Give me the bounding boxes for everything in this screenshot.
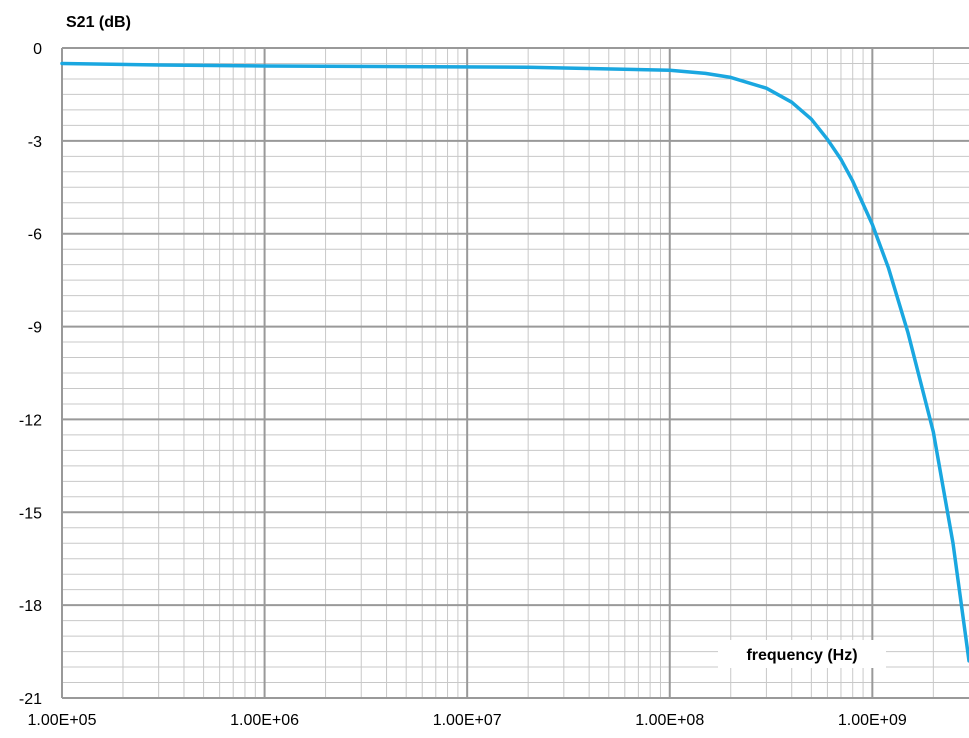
x-tick-label: 1.00E+09 [838, 712, 907, 729]
grid [61, 47, 969, 699]
y-tick-label: -9 [28, 320, 42, 337]
y-tick-label: -18 [19, 598, 42, 615]
x-tick-label: 1.00E+06 [230, 712, 299, 729]
x-axis-title: frequency (Hz) [746, 647, 857, 664]
tick-labels: 0 -3 -6 -9 -12 -15 -18 -21 1.00E+05 1.00E+06 1.00E… [19, 41, 907, 729]
y-tick-label: 0 [33, 41, 42, 58]
y-tick-label: -15 [19, 505, 42, 522]
y-axis-title: S21 (dB) [66, 14, 131, 31]
y-tick-label: -12 [19, 412, 42, 429]
x-tick-label: 1.00E+07 [433, 712, 502, 729]
series-layer [60, 61, 969, 663]
y-tick-label: -3 [28, 134, 42, 151]
x-tick-label: 1.00E+08 [635, 712, 704, 729]
y-tick-label: -6 [28, 227, 42, 244]
x-tick-label: 1.00E+05 [28, 712, 97, 729]
series-line [60, 61, 969, 663]
x-axis-title-box: frequency (Hz) [718, 640, 886, 668]
y-tick-label: -21 [19, 691, 42, 708]
